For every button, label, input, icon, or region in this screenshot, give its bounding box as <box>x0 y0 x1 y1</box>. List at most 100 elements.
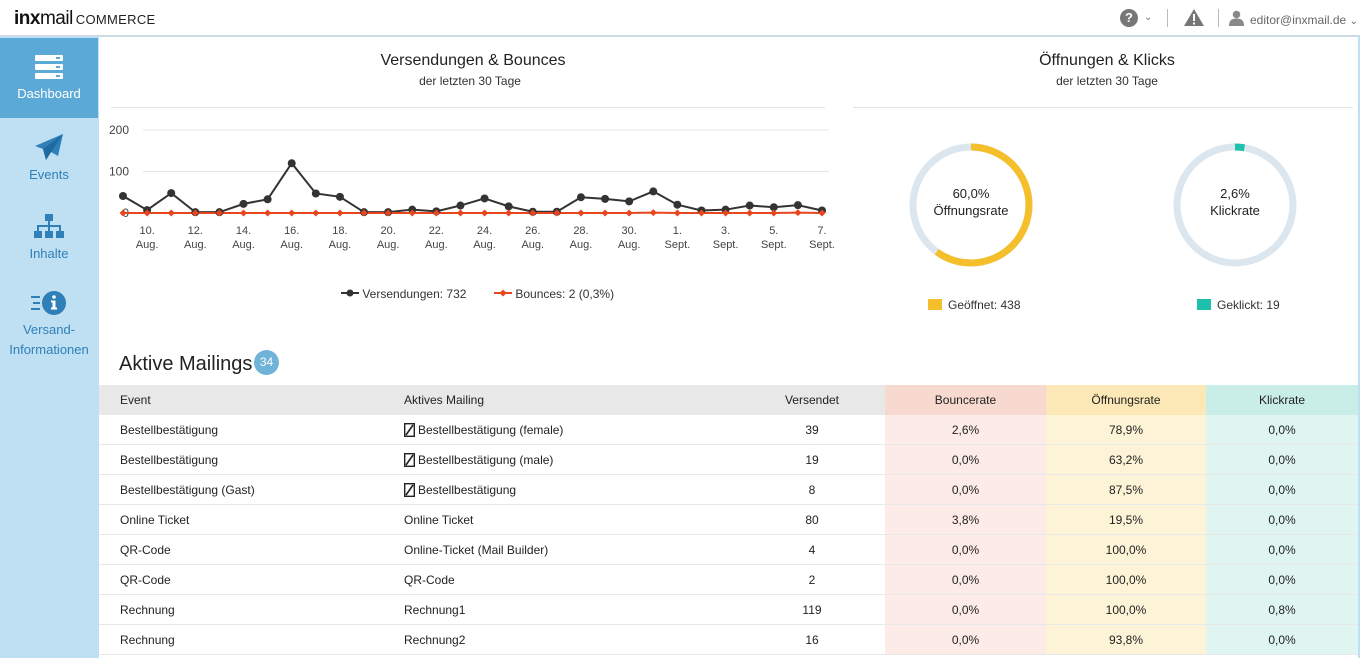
cell-sent: 80 <box>805 513 819 527</box>
y-tick-label: 200 <box>109 123 129 137</box>
cell-mailing[interactable]: Rechnung1 <box>404 603 466 617</box>
open-rate-value: 60,0% <box>952 186 990 201</box>
cell-mailing[interactable]: Rechnung2 <box>404 633 466 647</box>
cell-open-rate: 78,9% <box>1046 415 1206 444</box>
column-header-bounce-rate[interactable]: Bouncerate <box>885 385 1046 415</box>
column-header-click-rate[interactable]: Klickrate <box>1206 385 1358 415</box>
table-row[interactable]: Bestellbestätigung (Gast) Bestellbestätig… <box>99 475 1358 505</box>
cell-sent: 119 <box>802 603 822 617</box>
table-row[interactable]: QR-Code QR-Code 2 0,0% 100,0% 0,0% <box>99 565 1358 595</box>
x-tick-label: Aug. <box>618 239 641 251</box>
toolbar-divider <box>1167 9 1168 27</box>
bounces-point <box>119 209 127 217</box>
sendings-panel-title: Versendungen & Bounces <box>380 52 566 69</box>
column-header-event[interactable]: Event <box>120 393 151 407</box>
x-tick-label: Sept. <box>809 239 835 251</box>
x-tick-label: Aug. <box>136 239 159 251</box>
cell-click-rate: 0,8% <box>1206 595 1358 624</box>
column-header-open-rate[interactable]: Öffnungsrate <box>1046 385 1206 415</box>
x-tick-label: 7. <box>817 225 826 237</box>
warning-triangle-icon[interactable] <box>1183 8 1205 27</box>
sendings-point <box>456 201 465 210</box>
cell-open-rate: 100,0% <box>1046 595 1206 624</box>
bounces-point <box>697 209 705 217</box>
table-row[interactable]: Bestellbestätigung Bestellbestätigung (ma… <box>99 445 1358 475</box>
info-list-icon <box>31 291 66 315</box>
click-rate-value: 2,6% <box>1220 186 1250 201</box>
sendings-point <box>769 203 778 212</box>
bounces-point <box>746 209 754 217</box>
x-tick-label: 20. <box>380 225 395 237</box>
question-circle-icon[interactable]: ? <box>1120 9 1138 27</box>
user-menu[interactable]: editor@inxmail.de ⌄ <box>1250 13 1358 27</box>
open-rate-donut <box>909 143 1033 267</box>
table-row[interactable]: Bestellbestätigung Bestellbestätigung (fe… <box>99 415 1358 445</box>
chevron-down-icon[interactable]: ⌄ <box>1349 16 1358 27</box>
cell-bounce-rate: 0,0% <box>885 565 1046 594</box>
legend-opened[interactable]: Geöffnet: 438 <box>928 298 1021 312</box>
bounces-point <box>649 209 657 217</box>
bounces-point <box>529 209 537 217</box>
bounces-point <box>191 209 199 217</box>
bounces-point <box>722 209 730 217</box>
table-row[interactable]: Rechnung Rechnung2 16 0,0% 93,8% 0,0% <box>99 625 1358 655</box>
x-tick-label: 12. <box>188 225 203 237</box>
cell-event: QR-Code <box>120 543 171 557</box>
click-rate-track <box>1173 143 1297 267</box>
cell-bounce-rate: 0,0% <box>885 445 1046 474</box>
x-tick-label: 24. <box>477 225 492 237</box>
dashboard-main: Versendungen & Bounces der letzten 30 Ta… <box>99 37 1358 658</box>
sendings-point <box>239 199 248 208</box>
cell-mailing[interactable]: Bestellbestätigung <box>404 475 516 504</box>
cell-mailing[interactable]: Bestellbestätigung (male) <box>404 445 553 474</box>
sidebar-item-events[interactable]: Events <box>0 133 98 193</box>
x-tick-label: Sept. <box>761 239 787 251</box>
bounces-point <box>577 209 585 217</box>
x-tick-label: Aug. <box>521 239 544 251</box>
cell-bounce-rate: 0,0% <box>885 625 1046 654</box>
cell-click-rate: 0,0% <box>1206 535 1358 564</box>
cell-mailing[interactable]: Online Ticket <box>404 513 474 527</box>
table-row[interactable]: QR-Code Online-Ticket (Mail Builder) 4 0,0%… <box>99 535 1358 565</box>
legend-bounces[interactable]: Bounces: 2 (0,3%) <box>494 287 614 301</box>
cell-mailing[interactable]: Online-Ticket (Mail Builder) <box>404 543 549 557</box>
cell-mailing[interactable]: Bestellbestätigung (female) <box>404 415 563 444</box>
x-tick-label: 1. <box>673 225 682 237</box>
edit-document-icon[interactable] <box>404 453 415 467</box>
sidebar-item-sending-information[interactable]: Versand- Informationen <box>0 290 98 362</box>
sidebar-item-dashboard[interactable]: Dashboard <box>0 38 98 118</box>
cell-click-rate: 0,0% <box>1206 505 1358 534</box>
x-tick-label: Aug. <box>280 239 303 251</box>
table-row[interactable]: Online Ticket Online Ticket 80 3,8% 19,5% 0,0… <box>99 505 1358 535</box>
app-logo[interactable]: inxmail COMMERCE <box>14 8 156 29</box>
bounces-point <box>143 209 151 217</box>
legend-sendings[interactable]: Versendungen: 732 <box>341 287 466 301</box>
table-row[interactable]: Rechnung Rechnung1 119 0,0% 100,0% 0,8% <box>99 595 1358 625</box>
bounces-point <box>432 209 440 217</box>
sidebar-item-content[interactable]: Inhalte <box>0 214 98 274</box>
column-header-mailing[interactable]: Aktives Mailing <box>404 393 485 407</box>
cell-sent: 19 <box>805 453 819 467</box>
cell-bounce-rate: 0,0% <box>885 535 1046 564</box>
sidebar-item-label: Inhalte <box>29 246 69 261</box>
sendings-panel-subtitle: der letzten 30 Tage <box>419 74 521 88</box>
column-header-sent[interactable]: Versendet <box>784 393 840 407</box>
paper-plane-icon <box>35 134 63 160</box>
cell-event: Bestellbestätigung (Gast) <box>120 483 255 497</box>
bounces-point <box>481 209 489 217</box>
bounces-point <box>384 209 392 217</box>
sendings-point <box>625 197 634 206</box>
cell-mailing[interactable]: QR-Code <box>404 573 455 587</box>
bounces-point <box>818 209 826 217</box>
x-tick-label: Aug. <box>232 239 255 251</box>
chevron-down-icon[interactable]: ⌄ <box>1144 12 1153 23</box>
x-tick-label: 30. <box>622 225 637 237</box>
edit-document-icon[interactable] <box>404 423 415 437</box>
bounces-point <box>167 209 175 217</box>
legend-clicked[interactable]: Geklickt: 19 <box>1197 298 1280 312</box>
cell-click-rate: 0,0% <box>1206 475 1358 504</box>
edit-document-icon[interactable] <box>404 483 415 497</box>
user-icon[interactable] <box>1229 10 1244 26</box>
cell-bounce-rate: 0,0% <box>885 475 1046 504</box>
table-header: Event Aktives Mailing Versendet Bouncera… <box>99 385 1358 415</box>
